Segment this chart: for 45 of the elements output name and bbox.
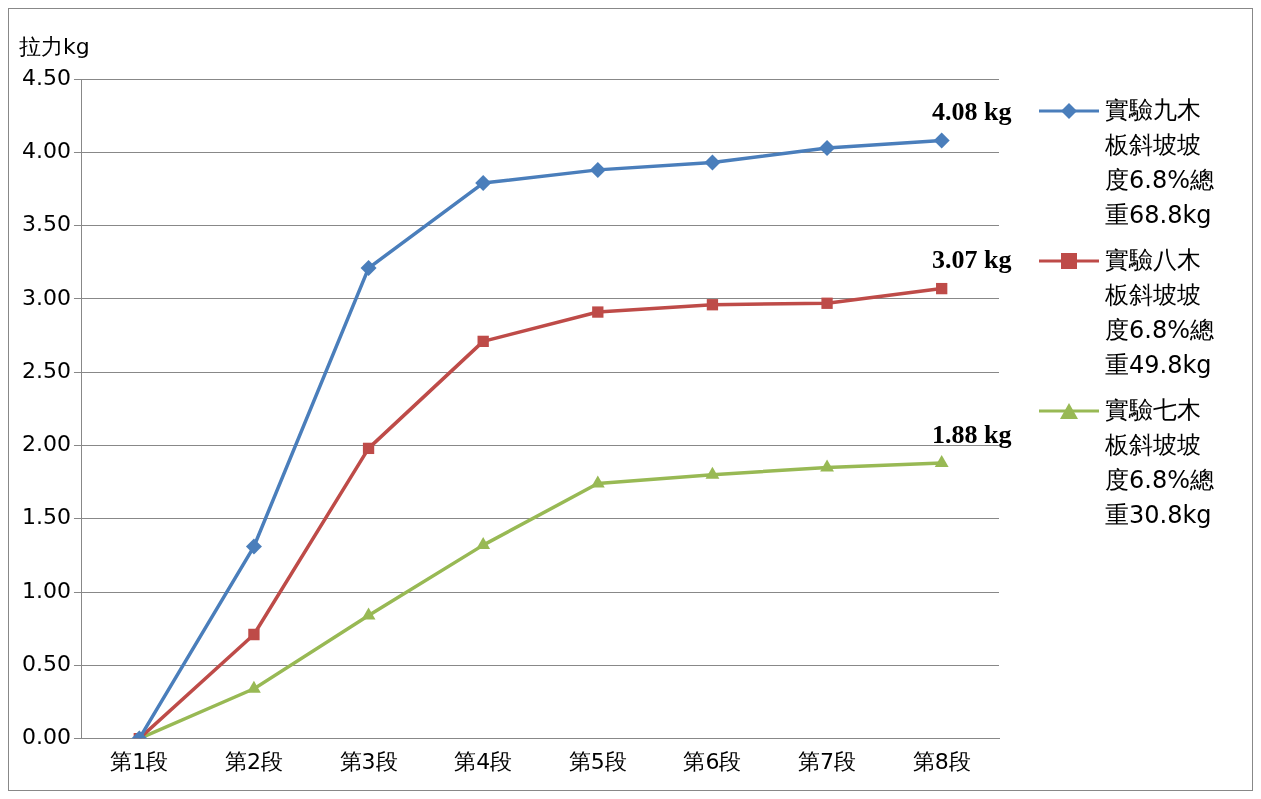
y-axis-title: 拉力kg bbox=[19, 33, 90, 59]
y-tick-label: 1.00 bbox=[22, 577, 71, 603]
y-tick-label: 2.00 bbox=[22, 431, 71, 457]
annotation: 3.07 kg bbox=[931, 245, 1012, 275]
legend-label: 實驗九木板斜坡坡度6.8%總重68.8kg bbox=[1105, 95, 1215, 231]
point bbox=[477, 335, 489, 348]
point bbox=[589, 161, 606, 178]
point bbox=[590, 475, 605, 488]
point bbox=[934, 455, 949, 468]
point bbox=[936, 282, 948, 295]
y-tick-label: 4.00 bbox=[22, 138, 71, 164]
y-tick-label: 3.00 bbox=[22, 284, 71, 310]
point bbox=[476, 537, 491, 550]
y-tick-label: 1.50 bbox=[22, 504, 71, 530]
point bbox=[362, 442, 375, 455]
y-tick-label: 4.50 bbox=[22, 64, 71, 90]
x-tick-label: 第2段 bbox=[224, 748, 283, 774]
y-tick-label: 2.50 bbox=[22, 357, 71, 383]
point bbox=[704, 154, 721, 171]
x-tick-label: 第4段 bbox=[454, 748, 513, 774]
annotation: 1.88 kg bbox=[931, 419, 1012, 449]
point bbox=[247, 680, 261, 693]
point bbox=[933, 132, 950, 149]
point bbox=[475, 175, 492, 192]
point bbox=[592, 306, 604, 318]
legend-label: 實驗七木板斜坡坡度6.8%總重30.8kg bbox=[1105, 395, 1215, 531]
annotation: 4.08 kg bbox=[931, 97, 1012, 127]
x-tick-label: 第3段 bbox=[339, 748, 398, 774]
point bbox=[821, 297, 833, 309]
legend-label: 實驗八木板斜坡坡度6.8%總重49.8kg bbox=[1105, 245, 1215, 381]
x-tick-label: 第6段 bbox=[683, 748, 742, 774]
y-tick-label: 3.50 bbox=[22, 211, 71, 237]
point bbox=[361, 607, 376, 620]
point bbox=[705, 466, 720, 479]
x-tick-label: 第8段 bbox=[912, 748, 971, 774]
point bbox=[245, 538, 262, 555]
x-tick-label: 第7段 bbox=[798, 748, 857, 774]
y-tick-label: 0.00 bbox=[22, 724, 71, 750]
point bbox=[360, 260, 377, 277]
point bbox=[819, 139, 836, 156]
point bbox=[820, 459, 834, 472]
y-tick-label: 0.50 bbox=[22, 651, 71, 677]
x-tick-label: 第1段 bbox=[110, 748, 169, 774]
point bbox=[706, 299, 719, 311]
x-tick-label: 第5段 bbox=[568, 748, 627, 774]
